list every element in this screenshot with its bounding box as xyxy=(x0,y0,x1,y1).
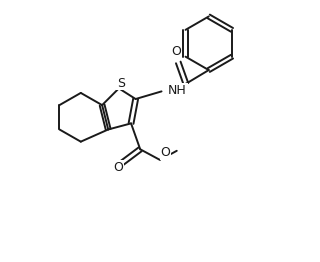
Text: S: S xyxy=(117,77,125,90)
Text: O: O xyxy=(161,146,171,159)
Text: O: O xyxy=(171,45,181,58)
Text: NH: NH xyxy=(168,84,187,97)
Text: O: O xyxy=(113,161,123,174)
